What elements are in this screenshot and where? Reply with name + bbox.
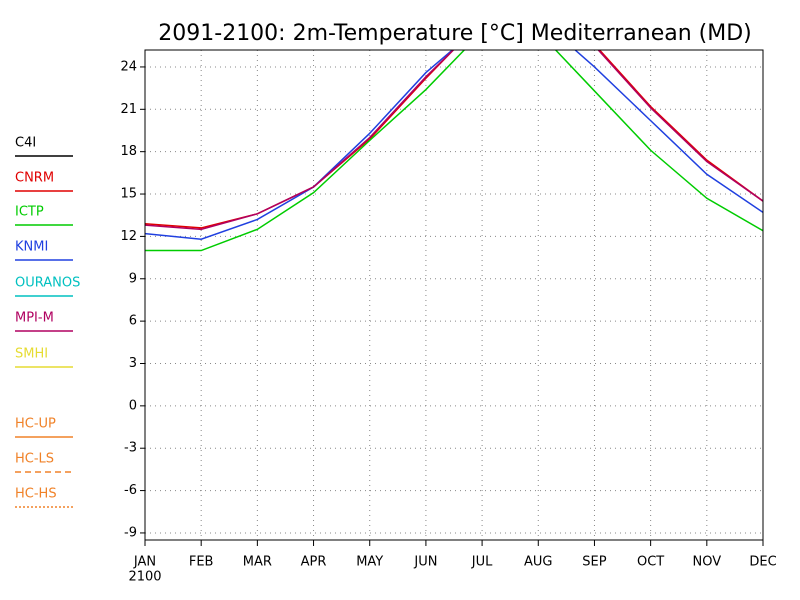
y-tick-label: -9: [124, 525, 137, 540]
x-tick-label: JAN: [133, 555, 156, 570]
y-tick-label: 12: [120, 229, 137, 244]
x-tick-label: APR: [301, 555, 327, 570]
x-sublabel: 2100: [128, 570, 161, 585]
y-tick-label: 21: [120, 102, 137, 117]
y-tick-label: 15: [120, 187, 137, 202]
legend-label: OURANOS: [15, 276, 80, 291]
legend-label: HC-LS: [15, 452, 54, 467]
x-tick-label: AUG: [524, 555, 552, 570]
legend-label: ICTP: [15, 205, 44, 220]
y-tick-label: 18: [120, 144, 137, 159]
plot-lines: [145, 50, 763, 252]
y-tick-label: 9: [129, 271, 137, 286]
legend-label: MPI-M: [15, 311, 54, 326]
y-tick-label: -3: [124, 441, 137, 456]
plot-frame: [144, 49, 764, 541]
series-line: [145, 50, 763, 231]
y-tick-label: 6: [129, 314, 137, 329]
series-line: [145, 50, 763, 252]
y-tick-label: 24: [120, 59, 137, 74]
series-line: [145, 50, 763, 240]
legend-label: KNMI: [15, 240, 48, 255]
y-tick-label: 3: [129, 356, 137, 371]
legend-label: HC-UP: [15, 417, 56, 432]
x-tick-label: DEC: [749, 555, 776, 570]
x-tick-label: JUL: [471, 555, 493, 570]
legend-label: SMHI: [15, 347, 48, 362]
legend-label: CNRM: [15, 171, 54, 186]
legend-label: C4I: [15, 136, 36, 151]
x-tick-label: NOV: [693, 555, 722, 570]
y-tick-label: -6: [124, 483, 137, 498]
x-tick-label: FEB: [189, 555, 214, 570]
chart-title: 2091-2100: 2m-Temperature [°C] Mediterra…: [158, 21, 751, 46]
x-tick-label: MAR: [243, 555, 272, 570]
x-tick-label: MAY: [356, 555, 383, 570]
x-tick-label: JUN: [413, 555, 437, 570]
x-tick-label: SEP: [582, 555, 606, 570]
x-tick-label: OCT: [637, 555, 664, 570]
y-tick-label: 0: [129, 398, 137, 413]
legend-label: HC-HS: [15, 487, 57, 502]
